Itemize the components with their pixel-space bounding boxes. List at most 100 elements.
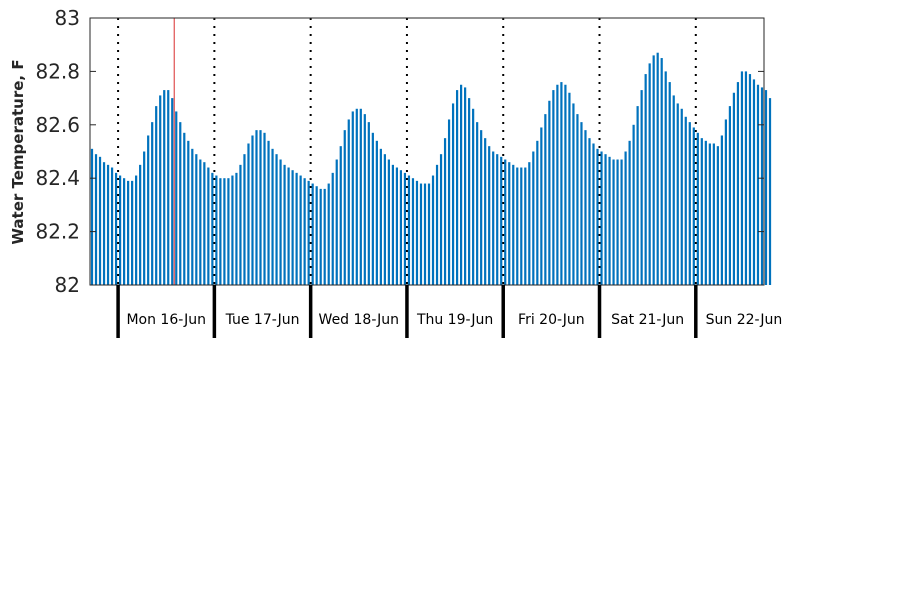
- bar: [407, 175, 411, 285]
- bar: [472, 108, 475, 285]
- bar: [347, 119, 350, 286]
- bar: [672, 95, 675, 286]
- bar: [323, 188, 326, 285]
- bar: [235, 172, 238, 285]
- bar: [94, 154, 98, 285]
- bar: [488, 146, 491, 285]
- bar: [118, 175, 122, 285]
- bar: [620, 159, 623, 285]
- bar: [464, 87, 467, 285]
- bar: [343, 130, 346, 285]
- bar: [616, 159, 619, 285]
- bar: [259, 130, 262, 285]
- bar: [247, 143, 250, 285]
- bar: [628, 140, 631, 285]
- bar: [231, 175, 234, 285]
- bar: [576, 114, 579, 286]
- y-tick-label: 82.2: [35, 220, 80, 244]
- bar: [102, 162, 106, 285]
- bar: [480, 130, 483, 285]
- day-label: Fri 20-Jun: [518, 312, 585, 328]
- bar: [492, 151, 495, 285]
- bar: [267, 140, 270, 285]
- bar: [403, 172, 407, 285]
- day-label: Mon 16-Jun: [126, 312, 206, 328]
- bar: [311, 183, 314, 285]
- bar: [415, 180, 419, 285]
- bar: [451, 103, 455, 285]
- bar: [307, 180, 310, 285]
- bar: [391, 164, 395, 285]
- plot-area: [90, 18, 764, 285]
- bar: [331, 172, 334, 285]
- bar: [720, 135, 723, 285]
- bar: [171, 98, 174, 285]
- bar: [584, 130, 587, 285]
- bar: [580, 122, 583, 285]
- bar: [110, 167, 114, 285]
- bar: [568, 92, 571, 285]
- bar: [207, 167, 210, 285]
- bar: [371, 132, 374, 285]
- bar: [624, 151, 627, 285]
- bar: [183, 132, 186, 285]
- bar: [556, 84, 559, 285]
- bar: [636, 106, 639, 285]
- bar: [411, 178, 415, 285]
- day-label: Sat 21-Jun: [611, 312, 684, 328]
- bar: [508, 162, 511, 285]
- bar: [359, 108, 362, 285]
- bar: [106, 164, 110, 285]
- bar: [512, 164, 515, 285]
- bar: [203, 162, 206, 285]
- bar: [279, 159, 282, 285]
- bar: [167, 90, 170, 285]
- bar: [98, 156, 102, 285]
- bar: [524, 167, 527, 285]
- bar: [143, 151, 146, 285]
- bars-group: [90, 52, 772, 286]
- bar: [648, 63, 651, 285]
- bar: [548, 100, 551, 286]
- day-label: Wed 18-Jun: [319, 312, 400, 328]
- bar: [736, 82, 740, 285]
- bar: [500, 156, 503, 285]
- bar: [504, 159, 507, 285]
- bar: [399, 170, 403, 285]
- bar: [187, 140, 190, 285]
- y-axis-label: Water Temperature, F: [9, 59, 27, 244]
- bar: [427, 183, 431, 285]
- bar: [536, 140, 539, 285]
- bar: [114, 172, 118, 285]
- bar: [299, 175, 302, 285]
- bar: [219, 178, 222, 285]
- day-label: Sun 22-Jun: [706, 312, 783, 328]
- bar: [704, 140, 707, 285]
- bar: [764, 90, 768, 285]
- bar: [664, 71, 667, 286]
- bar: [732, 92, 736, 285]
- y-tick-label: 83: [55, 6, 80, 30]
- bar: [159, 95, 162, 286]
- bar: [640, 90, 643, 285]
- y-tick-label: 82.8: [35, 59, 80, 83]
- bar: [443, 138, 447, 285]
- bar: [263, 132, 266, 285]
- bar: [540, 127, 543, 285]
- bar: [476, 122, 479, 285]
- bar: [275, 154, 278, 285]
- bar: [339, 146, 342, 285]
- bar: [688, 122, 691, 285]
- bar: [271, 148, 274, 285]
- bar: [748, 74, 752, 285]
- bar: [327, 183, 330, 285]
- bar: [295, 172, 298, 285]
- bar: [612, 159, 615, 285]
- bar: [447, 119, 451, 286]
- bar: [431, 175, 435, 285]
- bar: [552, 90, 555, 285]
- bar: [528, 162, 531, 285]
- bar: [223, 178, 226, 285]
- bar: [243, 154, 246, 285]
- bar: [728, 106, 732, 285]
